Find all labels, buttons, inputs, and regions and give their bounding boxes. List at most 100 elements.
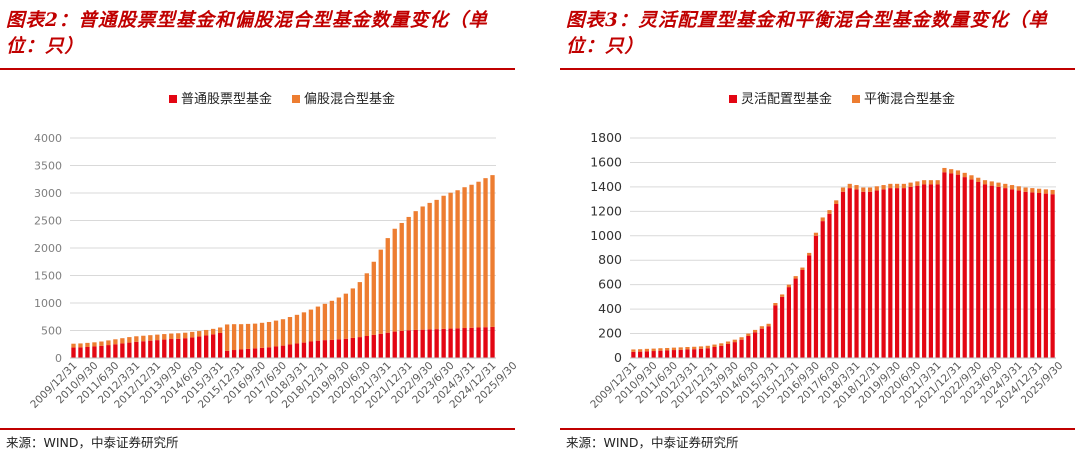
bar-segment: [922, 184, 927, 358]
bar-segment: [476, 327, 481, 358]
bar-segment: [280, 319, 286, 346]
y-tick-label: 1000: [34, 297, 62, 310]
bar-segment: [935, 184, 940, 358]
bar-segment: [441, 328, 446, 358]
bar-segment: [99, 341, 104, 346]
bar-segment: [106, 345, 111, 358]
bar-segment: [434, 329, 439, 358]
bar-segment: [746, 336, 751, 358]
bar-segment: [820, 217, 825, 222]
bar-segment: [631, 349, 636, 352]
bar-segment: [385, 238, 390, 333]
bar-segment: [357, 337, 362, 358]
bar-segment: [692, 346, 697, 350]
y-tick-label: 2500: [34, 215, 62, 228]
bar-segment: [266, 347, 272, 358]
bar-segment: [301, 342, 307, 358]
bar-segment: [901, 188, 906, 358]
bar-segment: [935, 180, 940, 185]
bar-segment: [786, 287, 792, 358]
bar-segment: [834, 200, 839, 204]
bar-segment: [162, 339, 167, 358]
bar-segment: [638, 351, 643, 358]
bar-segment: [329, 300, 335, 340]
bar-segment: [141, 341, 146, 358]
bar-segment: [406, 216, 411, 331]
bar-segment: [252, 348, 258, 358]
bar-segment: [308, 309, 314, 342]
legend-swatch: [729, 95, 737, 103]
bar-segment: [1036, 193, 1042, 358]
bar-segment: [259, 322, 265, 348]
bar-segment: [343, 293, 349, 339]
bar-segment: [698, 346, 704, 349]
bar-segment: [773, 303, 778, 306]
bar-segment: [113, 344, 118, 358]
bar-segment: [350, 337, 356, 358]
bar-segment: [231, 350, 237, 358]
bar-segment: [490, 326, 495, 358]
bar-segment: [685, 349, 690, 358]
bar-segment: [266, 321, 272, 348]
bar-segment: [800, 267, 805, 270]
bar-segment: [773, 305, 778, 358]
bar-segment: [315, 340, 321, 358]
bar-segment: [766, 323, 771, 327]
y-tick-label: 1600: [590, 154, 622, 169]
bar-segment: [949, 173, 954, 358]
bar-segment: [807, 255, 812, 358]
bar-segment: [280, 345, 286, 358]
legend-label: 普通股票型基金: [181, 91, 272, 107]
legend-swatch: [169, 95, 177, 103]
bar-segment: [678, 349, 683, 358]
bar-segment: [350, 288, 356, 338]
title-rule: [0, 68, 515, 70]
y-tick-label: 1400: [590, 179, 622, 194]
bar-segment: [955, 174, 961, 358]
bar-segment: [969, 175, 974, 180]
bar-segment: [705, 348, 710, 358]
y-tick-label: 800: [598, 252, 622, 267]
bar-segment: [448, 192, 453, 329]
bar-segment: [287, 344, 293, 358]
bar-segment: [962, 177, 967, 358]
bar-segment: [238, 349, 244, 358]
bar-segment: [343, 338, 349, 358]
y-tick-label: 0: [614, 350, 622, 365]
bar-segment: [308, 341, 314, 358]
title-rule: [560, 68, 1075, 70]
bar-segment: [807, 252, 812, 256]
bar-segment: [962, 172, 967, 178]
bar-segment: [1009, 185, 1015, 190]
bar-segment: [176, 338, 181, 358]
y-tick-label: 400: [598, 301, 622, 316]
legend-swatch: [292, 95, 300, 103]
bar-segment: [92, 346, 97, 358]
y-tick-label: 3000: [34, 187, 62, 200]
bar-segment: [127, 342, 132, 358]
bar-segment: [955, 170, 961, 175]
footer-rule: [0, 428, 515, 430]
bar-segment: [441, 195, 446, 329]
bar-segment: [197, 331, 202, 337]
bar-segment: [455, 328, 460, 358]
bar-segment: [881, 189, 886, 358]
bar-segment: [210, 328, 216, 335]
bar-segment: [759, 326, 764, 329]
bar-segment: [1043, 189, 1048, 194]
bar-segment: [793, 278, 798, 358]
bar-segment: [638, 349, 643, 352]
y-tick-label: 600: [598, 277, 622, 292]
bar-segment: [85, 347, 90, 358]
bar-segment: [469, 327, 474, 358]
bar-segment: [287, 317, 293, 345]
bar-segment: [665, 347, 670, 351]
bar-segment: [732, 342, 737, 358]
bar-segment: [322, 340, 328, 358]
bar-segment: [120, 343, 125, 358]
bar-segment: [301, 312, 307, 343]
bar-segment: [224, 324, 230, 351]
bar-segment: [1003, 183, 1008, 189]
bar-segment: [183, 332, 188, 339]
bar-segment: [813, 235, 819, 358]
